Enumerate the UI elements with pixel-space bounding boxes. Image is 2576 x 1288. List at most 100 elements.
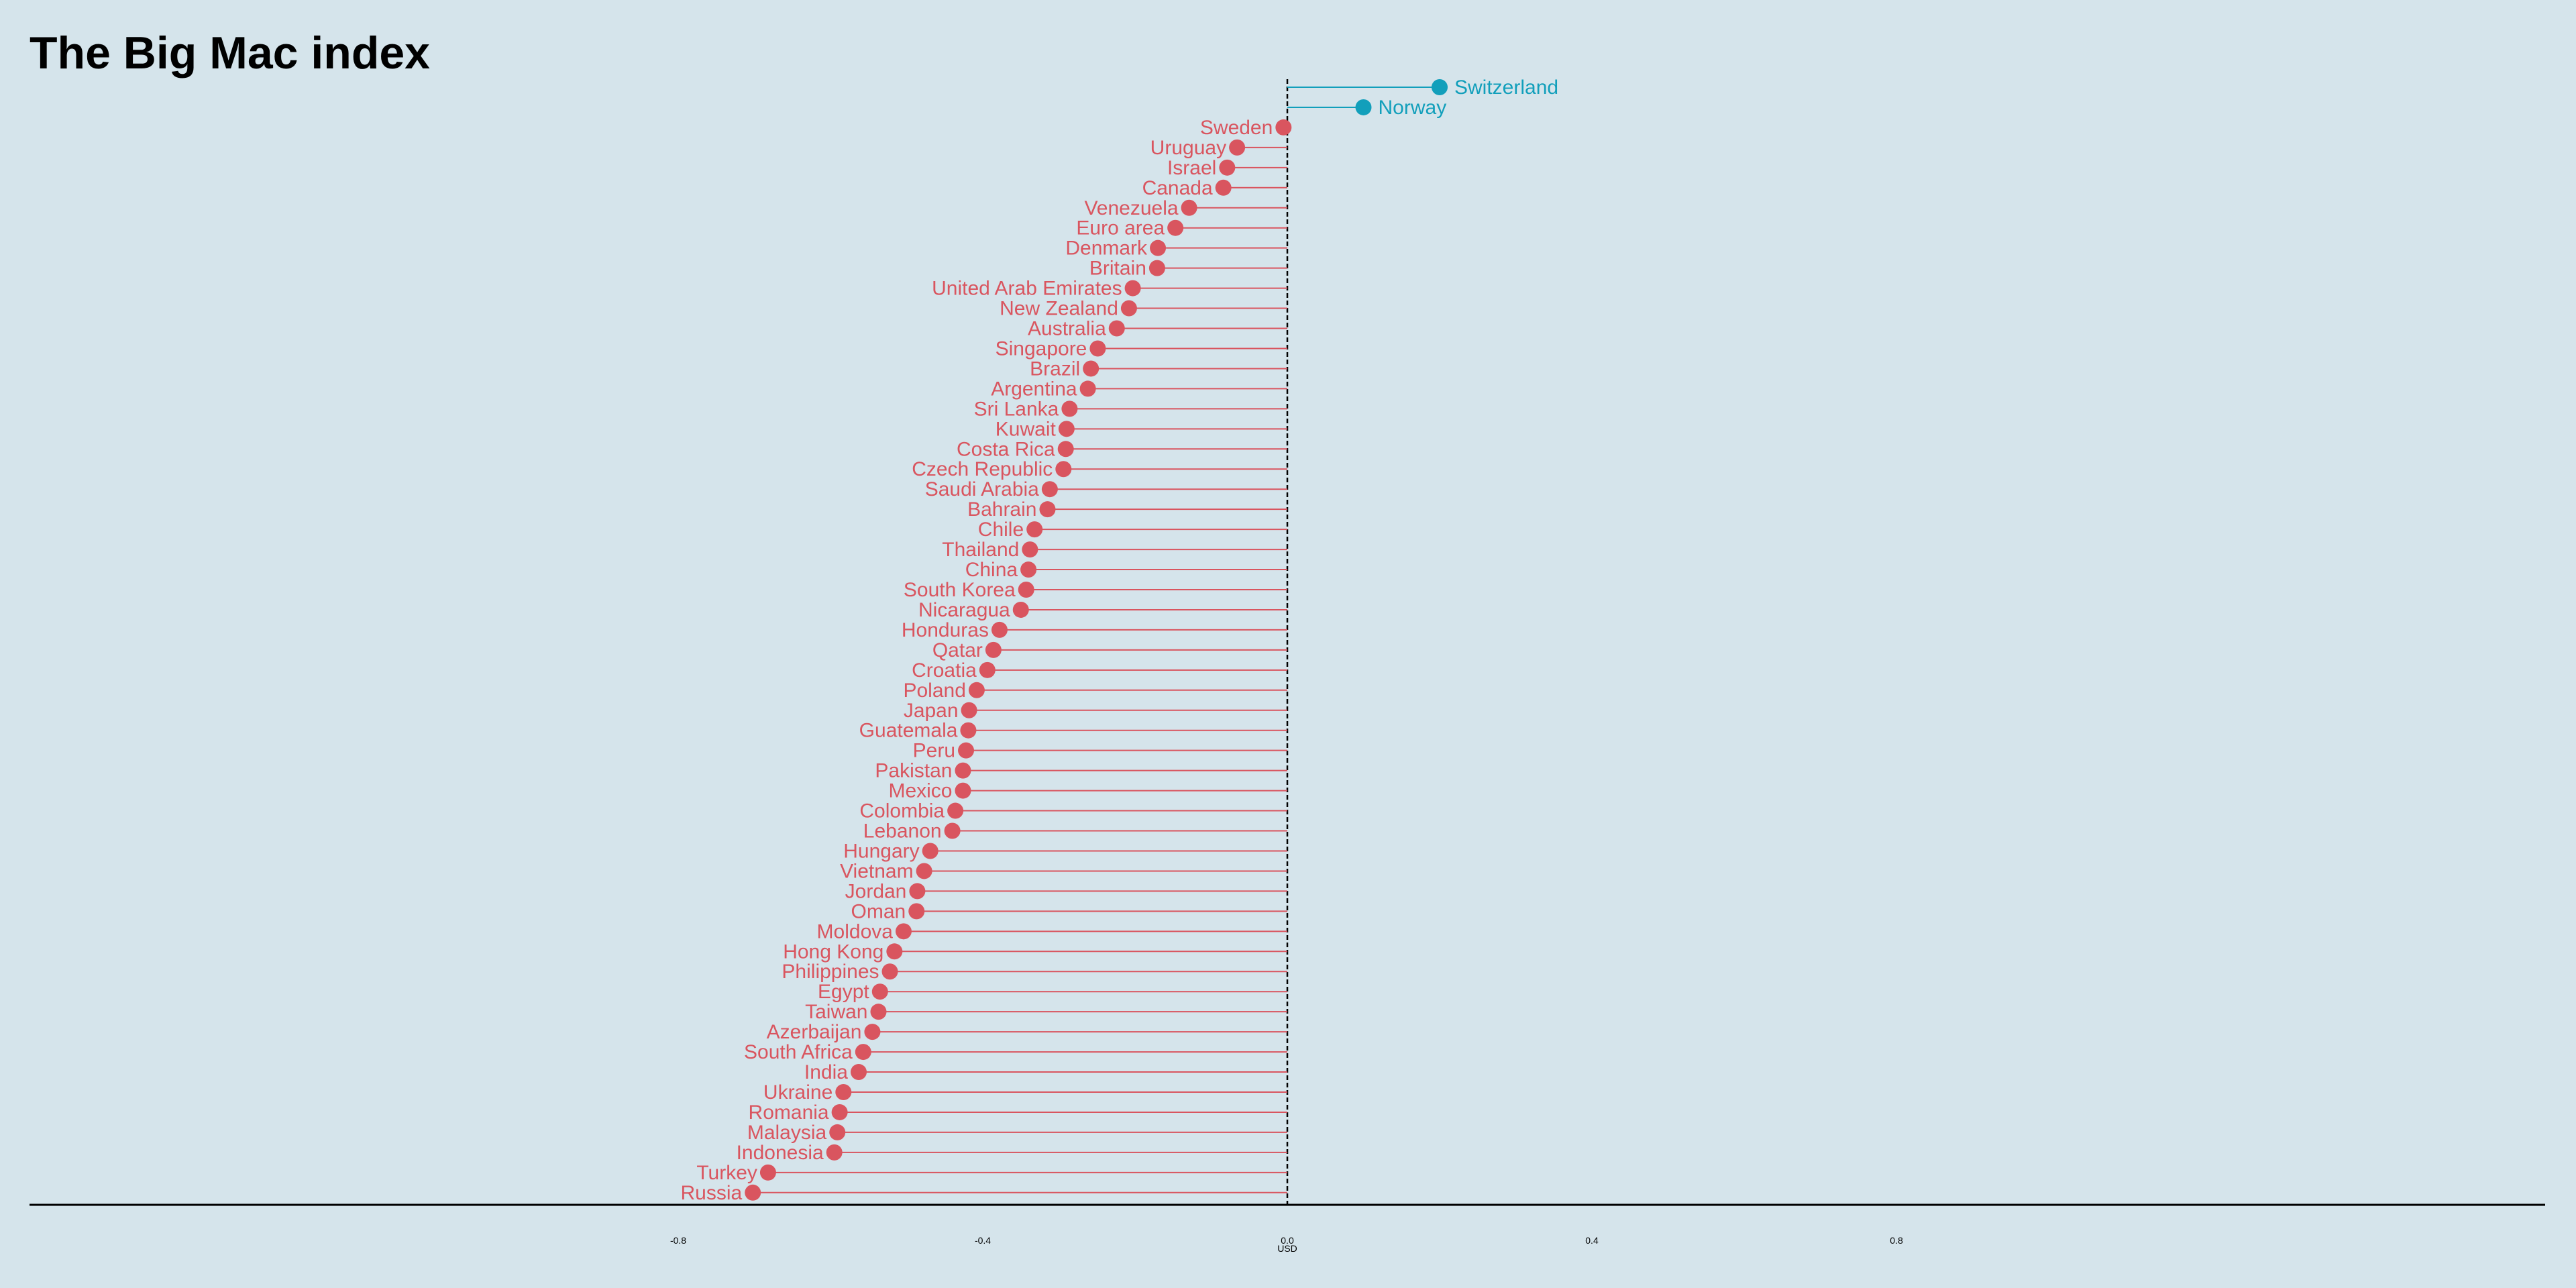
data-point xyxy=(944,822,961,839)
data-point xyxy=(1039,501,1056,518)
country-label: Britain xyxy=(1089,258,1146,280)
data-point xyxy=(1012,601,1029,618)
country-label: Nicaragua xyxy=(918,599,1010,621)
country-label: India xyxy=(804,1061,848,1083)
country-label: Israel xyxy=(1167,157,1216,179)
data-point xyxy=(895,923,912,940)
data-point xyxy=(850,1064,867,1081)
data-point xyxy=(1432,79,1448,95)
data-point xyxy=(881,963,898,980)
data-point xyxy=(1057,441,1074,458)
country-label: Brazil xyxy=(1030,358,1080,380)
country-label: Pakistan xyxy=(875,760,952,782)
country-label: Poland xyxy=(903,680,965,702)
country-label: Peru xyxy=(913,740,955,762)
country-label: Vietnam xyxy=(840,860,914,882)
data-point xyxy=(947,802,964,819)
x-tick-label: 0.4 xyxy=(1585,1235,1599,1246)
country-label: Turkey xyxy=(696,1162,757,1184)
country-label: Sweden xyxy=(1200,117,1273,139)
country-label: Romania xyxy=(749,1102,829,1124)
country-label: Malaysia xyxy=(747,1122,827,1144)
data-point xyxy=(955,782,971,799)
country-label: Australia xyxy=(1028,318,1106,340)
data-point xyxy=(745,1184,761,1201)
country-label: Norway xyxy=(1379,97,1447,119)
country-label: South Africa xyxy=(744,1041,853,1063)
x-tick-label: 0.8 xyxy=(1890,1235,1903,1246)
country-label: Venezuela xyxy=(1084,197,1178,219)
country-label: Croatia xyxy=(912,659,977,682)
country-label: Canada xyxy=(1142,177,1213,199)
country-label: Colombia xyxy=(859,800,945,822)
data-point xyxy=(759,1164,776,1181)
country-label: Argentina xyxy=(991,378,1077,400)
data-point xyxy=(829,1124,846,1140)
country-label: Singapore xyxy=(996,337,1087,360)
data-point xyxy=(1061,400,1078,417)
data-point xyxy=(886,943,903,960)
country-label: Oman xyxy=(851,900,906,922)
country-label: Indonesia xyxy=(737,1142,824,1164)
data-point xyxy=(1275,119,1292,136)
country-label: Chile xyxy=(978,519,1024,541)
data-point xyxy=(960,722,977,739)
country-label: Sri Lanka xyxy=(974,398,1059,420)
data-point xyxy=(1215,179,1232,196)
data-point xyxy=(1041,481,1058,498)
data-point xyxy=(909,883,926,900)
country-label: Saudi Arabia xyxy=(925,478,1039,500)
data-point xyxy=(955,762,971,779)
data-point xyxy=(922,843,938,859)
data-point xyxy=(958,742,975,759)
country-label: Kuwait xyxy=(996,418,1057,440)
country-label: Taiwan xyxy=(805,1001,867,1023)
country-label: Costa Rica xyxy=(957,438,1055,460)
country-label: Lebanon xyxy=(863,820,942,843)
data-point xyxy=(968,682,985,698)
country-label: Qatar xyxy=(932,639,983,661)
country-label: Philippines xyxy=(782,961,879,983)
data-point xyxy=(826,1144,843,1161)
data-point xyxy=(1124,280,1141,297)
data-point xyxy=(1018,582,1034,598)
country-label: Bahrain xyxy=(967,498,1036,521)
data-point xyxy=(870,1004,887,1020)
country-label: South Korea xyxy=(904,579,1016,601)
country-label: Azerbaijan xyxy=(767,1021,862,1043)
data-point xyxy=(991,621,1008,638)
data-point xyxy=(961,702,977,718)
country-label: Denmark xyxy=(1065,237,1148,260)
data-point xyxy=(864,1024,881,1040)
country-label: United Arab Emirates xyxy=(932,278,1122,300)
data-point xyxy=(1108,320,1125,337)
x-tick-label: -0.4 xyxy=(975,1235,991,1246)
x-axis-label: USD xyxy=(1277,1243,1297,1254)
country-label: Czech Republic xyxy=(912,458,1053,480)
data-point xyxy=(1079,380,1096,397)
data-point xyxy=(831,1104,848,1120)
country-label: Honduras xyxy=(902,619,989,641)
data-point xyxy=(1355,99,1372,115)
country-label: Japan xyxy=(904,700,959,722)
data-point xyxy=(1150,239,1167,256)
data-point xyxy=(985,641,1002,658)
country-label: Uruguay xyxy=(1150,137,1226,159)
chart-title: The Big Mac index xyxy=(30,28,430,78)
country-label: Russia xyxy=(681,1182,743,1204)
data-point xyxy=(1089,340,1106,357)
data-point xyxy=(1148,260,1165,276)
data-point xyxy=(1058,421,1075,437)
country-label: Thailand xyxy=(942,539,1019,561)
country-label: Guatemala xyxy=(859,720,958,742)
data-point xyxy=(855,1044,871,1061)
country-label: Ukraine xyxy=(763,1081,833,1104)
data-point xyxy=(1055,461,1072,478)
data-point xyxy=(871,983,888,1000)
country-label: Moldova xyxy=(817,920,894,943)
country-label: Egypt xyxy=(818,981,869,1003)
data-point xyxy=(1181,199,1197,216)
country-label: China xyxy=(965,559,1018,581)
data-point xyxy=(1120,300,1137,317)
